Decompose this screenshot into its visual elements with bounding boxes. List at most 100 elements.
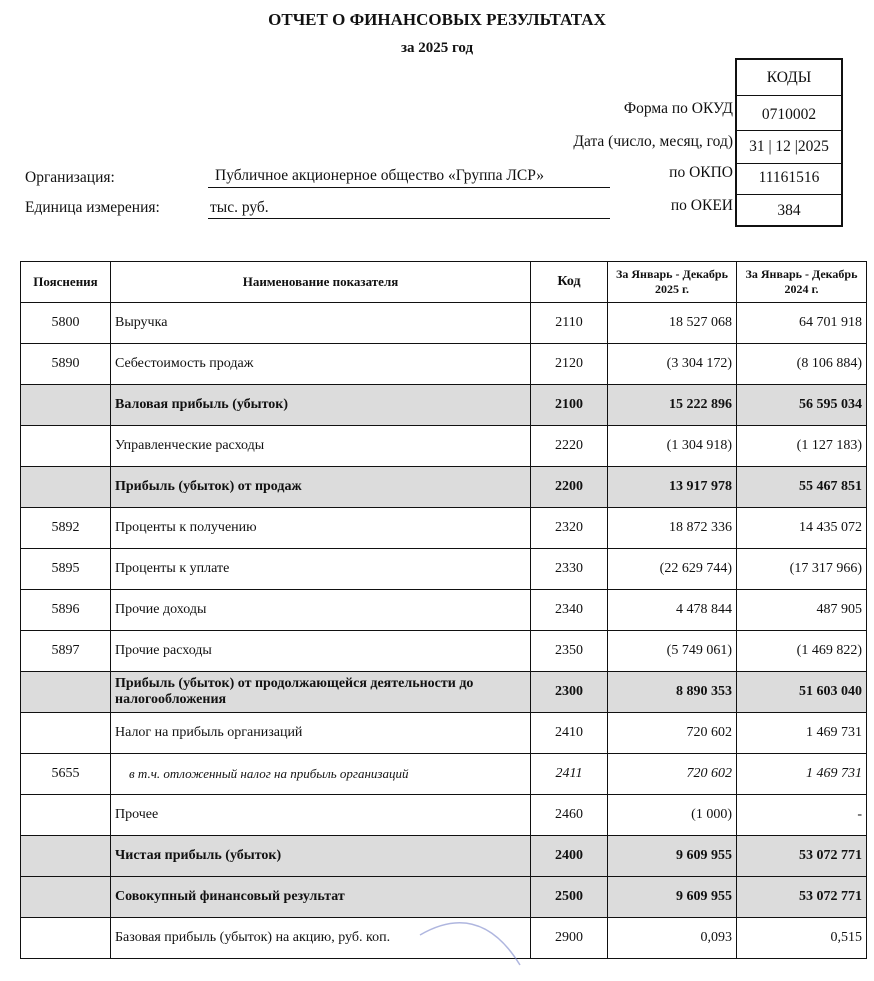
row-value-2024: 487 905: [736, 589, 867, 631]
table-row: 5892 Проценты к получению 2320 18 872 336 14…: [20, 507, 867, 549]
col-notes: Пояснения: [20, 261, 111, 303]
table-row: Управленческие расходы 2220 (1 304 918) (1 …: [20, 425, 867, 467]
row-value-2025: (5 749 061): [607, 630, 737, 672]
okud-value: 0710002: [737, 96, 841, 131]
org-value: Публичное акционерное общество «Группа Л…: [215, 167, 545, 184]
date-value: 31 | 12 |2025: [737, 131, 841, 164]
row-value-2024: -: [736, 794, 867, 836]
codes-box: КОДЫ 0710002 31 | 12 |2025 11161516 384: [735, 58, 843, 227]
table-row: 5895 Проценты к уплате 2330 (22 629 744) (17…: [20, 548, 867, 590]
row-note: [20, 876, 111, 918]
table-row: Чистая прибыль (убыток) 2400 9 609 955 53 0…: [20, 835, 867, 877]
row-code: 2120: [530, 343, 608, 385]
col-2025: За Январь - Декабрь 2025 г.: [607, 261, 737, 303]
table-row: Валовая прибыль (убыток) 2100 15 222 896 56…: [20, 384, 867, 426]
row-name: Базовая прибыль (убыток) на акцию, руб. …: [110, 917, 531, 959]
row-value-2024: 53 072 771: [736, 835, 867, 877]
row-value-2024: 55 467 851: [736, 466, 867, 508]
row-value-2025: 15 222 896: [607, 384, 737, 426]
row-code: 2900: [530, 917, 608, 959]
row-value-2025: 8 890 353: [607, 671, 737, 713]
codes-title: КОДЫ: [737, 60, 841, 96]
row-name: Прибыль (убыток) от продолжающейся деяте…: [110, 671, 531, 713]
row-name: Проценты к получению: [110, 507, 531, 549]
okud-label: Форма по ОКУД: [623, 100, 733, 117]
row-code: 2460: [530, 794, 608, 836]
row-code: 2300: [530, 671, 608, 713]
row-value-2025: 4 478 844: [607, 589, 737, 631]
report-title: ОТЧЕТ О ФИНАНСОВЫХ РЕЗУЛЬТАТАХ: [268, 10, 606, 29]
report-period: за 2025 год: [400, 40, 474, 56]
table-row: Налог на прибыль организаций 2410 720 602 1…: [20, 712, 867, 754]
row-note: [20, 794, 111, 836]
row-value-2025: 9 609 955: [607, 876, 737, 918]
row-name: в т.ч. отложенный налог на прибыль орган…: [110, 753, 531, 795]
col-name: Наименование показателя: [110, 261, 531, 303]
row-code: 2410: [530, 712, 608, 754]
table-row: Базовая прибыль (убыток) на акцию, руб. …: [20, 917, 867, 959]
org-underline: [208, 187, 610, 188]
row-code: 2220: [530, 425, 608, 467]
row-value-2024: (8 106 884): [736, 343, 867, 385]
table-row: Прибыль (убыток) от продолжающейся деяте…: [20, 671, 867, 713]
row-value-2024: 14 435 072: [736, 507, 867, 549]
unit-value: тыс. руб.: [210, 199, 269, 216]
row-value-2024: (1 469 822): [736, 630, 867, 672]
row-name: Управленческие расходы: [110, 425, 531, 467]
col-code: Код: [530, 261, 608, 303]
row-value-2024: (1 127 183): [736, 425, 867, 467]
row-code: 2200: [530, 466, 608, 508]
row-name: Чистая прибыль (убыток): [110, 835, 531, 877]
row-code: 2340: [530, 589, 608, 631]
row-value-2025: (1 000): [607, 794, 737, 836]
row-code: 2411: [530, 753, 608, 795]
row-value-2025: 0,093: [607, 917, 737, 959]
row-code: 2330: [530, 548, 608, 590]
row-code: 2320: [530, 507, 608, 549]
row-name: Прибыль (убыток) от продаж: [110, 466, 531, 508]
table-row: 5897 Прочие расходы 2350 (5 749 061) (1 469 …: [20, 630, 867, 672]
row-note: [20, 917, 111, 959]
date-label: Дата (число, месяц, год): [573, 133, 733, 150]
row-name: Прочие доходы: [110, 589, 531, 631]
row-note: 5655: [20, 753, 111, 795]
row-value-2024: 64 701 918: [736, 302, 867, 344]
row-value-2025: 13 917 978: [607, 466, 737, 508]
table-row: 5800 Выручка 2110 18 527 068 64 701 918: [20, 302, 867, 344]
row-value-2024: 0,515: [736, 917, 867, 959]
row-value-2024: 51 603 040: [736, 671, 867, 713]
okpo-value: 11161516: [737, 164, 841, 195]
row-name: Валовая прибыль (убыток): [110, 384, 531, 426]
row-value-2024: 53 072 771: [736, 876, 867, 918]
row-note: [20, 425, 111, 467]
row-note: [20, 835, 111, 877]
table-row: Прочее 2460 (1 000) -: [20, 794, 867, 836]
row-name: Выручка: [110, 302, 531, 344]
row-name: Налог на прибыль организаций: [110, 712, 531, 754]
row-note: 5897: [20, 630, 111, 672]
table-row: 5890 Себестоимость продаж 2120 (3 304 172)(…: [20, 343, 867, 385]
unit-label: Единица измерения:: [25, 199, 160, 216]
okpo-label: по ОКПО: [669, 164, 733, 181]
table-header: Пояснения Наименование показателя Код За…: [20, 261, 867, 303]
row-note: [20, 384, 111, 426]
row-value-2024: (17 317 966): [736, 548, 867, 590]
row-value-2025: 720 602: [607, 753, 737, 795]
row-note: 5892: [20, 507, 111, 549]
row-name: Себестоимость продаж: [110, 343, 531, 385]
row-value-2025: (1 304 918): [607, 425, 737, 467]
row-note: [20, 712, 111, 754]
okei-value: 384: [777, 202, 801, 219]
row-name: Прочее: [110, 794, 531, 836]
row-value-2025: 18 872 336: [607, 507, 737, 549]
row-note: 5895: [20, 548, 111, 590]
row-note: 5890: [20, 343, 111, 385]
row-name: Проценты к уплате: [110, 548, 531, 590]
row-value-2025: 18 527 068: [607, 302, 737, 344]
row-code: 2400: [530, 835, 608, 877]
row-note: 5800: [20, 302, 111, 344]
row-code: 2100: [530, 384, 608, 426]
table-row: Прибыль (убыток) от продаж 2200 13 917 978…: [20, 466, 867, 508]
row-note: 5896: [20, 589, 111, 631]
row-note: [20, 466, 111, 508]
